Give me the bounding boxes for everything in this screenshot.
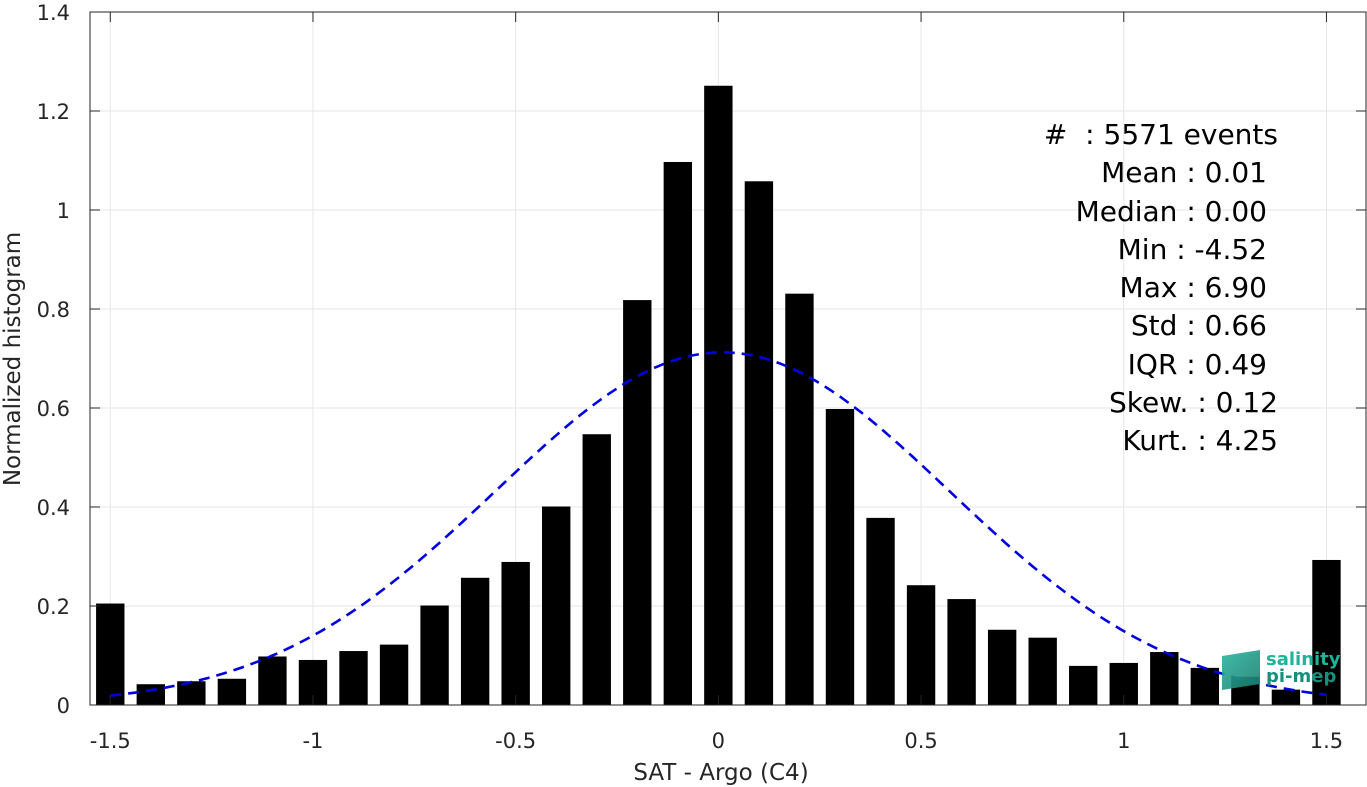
histogram-bar [704, 85, 733, 705]
histogram-bar [420, 605, 449, 705]
stat-kurt: Kurt. : 4.25 [1122, 424, 1278, 458]
stat-min: Min : -4.52 [1117, 232, 1267, 266]
histogram-bar [177, 681, 206, 705]
x-tick-label: 0.5 [904, 729, 937, 753]
histogram-bar [825, 408, 855, 705]
y-tick-label: 0.2 [37, 595, 70, 619]
histogram-bar [1069, 665, 1098, 705]
histogram-bar [987, 629, 1017, 705]
gaussian-fit [110, 351, 1327, 697]
histogram-bar [1312, 559, 1341, 705]
x-axis-label: SAT - Argo (C4) [633, 760, 808, 786]
stat-max: Max : 6.90 [1119, 271, 1267, 305]
x-tick-label: 0 [712, 729, 725, 753]
histogram-bar [947, 599, 976, 705]
x-tick-label: -0.5 [495, 729, 536, 753]
logo-text-line2: pi-mep [1266, 666, 1337, 687]
histogram-bar [582, 434, 611, 705]
histogram-bar [542, 506, 571, 705]
histogram-bar [258, 656, 287, 705]
bars [96, 85, 1341, 706]
axes [89, 11, 1367, 706]
x-tick-label: 1.5 [1310, 729, 1343, 753]
histogram-bar [136, 684, 165, 705]
histogram-bar [501, 561, 530, 705]
x-tick-label: -1 [302, 729, 323, 753]
logo-text-line1: salinity [1266, 649, 1341, 670]
y-axis-label: Normalized histogram [0, 232, 26, 486]
gaussian-fit-line [110, 351, 1327, 697]
y-tick-label: 0 [57, 694, 70, 718]
stat-mean: Mean : 0.01 [1101, 156, 1267, 190]
histogram-bar [96, 603, 125, 705]
x-tick-label: -1.5 [90, 729, 131, 753]
y-tick-label: 0.8 [37, 298, 70, 322]
stat-count: # : 5571 events [1043, 118, 1278, 151]
logo-mark-icon [1222, 650, 1260, 690]
y-tick-label: 0.6 [37, 397, 70, 421]
histogram-bar [744, 181, 774, 706]
y-tick-label: 0.4 [37, 496, 70, 520]
y-tick-label: 1 [57, 199, 70, 223]
histogram-bar [460, 577, 490, 705]
stats-annotation: # : 5571 events Mean : 0.01 Median : 0.0… [960, 116, 1278, 461]
stat-median: Median : 0.00 [1075, 194, 1267, 228]
histogram-bar [785, 293, 814, 705]
axes-box [89, 11, 1367, 706]
histogram-bar [866, 517, 895, 705]
histogram-bar [663, 161, 693, 706]
stat-iqr: IQR : 0.49 [1127, 347, 1267, 381]
y-tick-label: 1.2 [37, 100, 70, 124]
x-tick-label: 1 [1117, 729, 1130, 753]
histogram-bar [1028, 637, 1057, 705]
histogram-bar [1150, 652, 1179, 705]
stat-skew: Skew. : 0.12 [1108, 386, 1278, 420]
histogram-bar [379, 644, 409, 705]
tick-labels: -1.5 -1 -0.5 0 0.5 1 1.5 0 0.2 0.4 0.6 0.8 1 1.2 1.4 [37, 1, 1344, 753]
y-tick-label: 1.4 [37, 1, 70, 25]
histogram-bar [906, 585, 936, 705]
histogram-bar [1190, 667, 1220, 705]
histogram-bar [1271, 689, 1301, 705]
histogram-bar [339, 651, 368, 705]
salinity-pimep-logo: salinity pi-mep [1218, 646, 1348, 696]
histogram-bar [623, 300, 652, 705]
histogram-bar [217, 678, 247, 705]
stat-std: Std : 0.66 [1130, 309, 1267, 343]
